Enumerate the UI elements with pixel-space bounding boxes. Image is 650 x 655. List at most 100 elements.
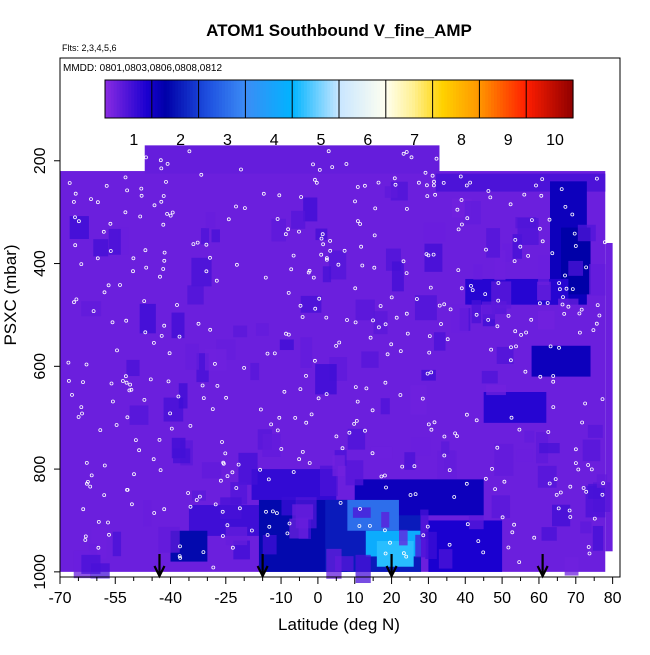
heatmap-cell (410, 385, 427, 415)
data-point (261, 191, 266, 196)
data-point (518, 244, 523, 249)
heatmap-cell (451, 304, 469, 333)
heatmap-cell (415, 534, 426, 558)
data-point (547, 217, 552, 222)
heatmap-cell (220, 497, 242, 519)
data-point (355, 219, 360, 224)
data-point (401, 151, 406, 156)
data-point (574, 461, 578, 466)
data-point (317, 296, 322, 301)
data-point (589, 467, 594, 472)
data-point (67, 378, 71, 383)
data-point (557, 281, 561, 286)
colorbar-swatch (181, 80, 185, 118)
data-point (161, 194, 166, 198)
heatmap-cell (411, 437, 431, 456)
colorbar: 1 2 3 4 5 6 7 8 9 10 (104, 79, 574, 149)
data-point (358, 506, 362, 511)
heatmap-cell (481, 301, 496, 320)
data-point (266, 477, 271, 482)
data-point (159, 333, 164, 338)
data-point (577, 311, 582, 316)
colorbar-swatch (163, 80, 168, 118)
data-point (430, 173, 435, 178)
data-point (338, 500, 343, 505)
data-point (125, 415, 130, 420)
data-point (108, 221, 113, 226)
data-point (132, 472, 136, 477)
data-point (319, 252, 324, 257)
data-point (298, 387, 303, 392)
data-point (133, 438, 138, 443)
data-point (121, 379, 125, 383)
colorbar-swatch (128, 80, 132, 118)
heatmap-region (531, 345, 591, 377)
data-point (170, 210, 175, 215)
data-point (378, 304, 383, 308)
data-point (559, 187, 564, 192)
colorbar-swatch (558, 80, 562, 118)
data-point (353, 286, 358, 291)
colorbar-swatch (254, 80, 258, 118)
data-point (166, 379, 171, 384)
data-point (578, 330, 582, 335)
data-point (186, 491, 191, 495)
data-point (483, 292, 488, 297)
data-point (574, 447, 578, 452)
heatmap-cell (441, 441, 450, 455)
colorbar-swatch (532, 80, 536, 118)
colorbar-tick-label: 1 (129, 132, 138, 149)
data-point (383, 322, 388, 327)
data-point (311, 162, 315, 167)
data-point (214, 278, 219, 283)
data-point (526, 253, 530, 258)
data-point (328, 238, 333, 243)
data-point (161, 222, 166, 227)
data-point (158, 274, 162, 279)
data-point (398, 393, 403, 397)
data-point (88, 484, 93, 489)
data-point (383, 380, 388, 385)
colorbar-swatch (429, 80, 434, 118)
data-point (131, 269, 135, 274)
data-point (106, 283, 111, 288)
colorbar-swatch (456, 80, 460, 118)
colorbar-swatch (131, 80, 135, 118)
data-point (431, 183, 436, 188)
colorbar-tick-label: 6 (363, 132, 372, 149)
colorbar-swatch (350, 80, 355, 118)
data-point (538, 301, 542, 306)
data-point (191, 242, 196, 247)
colorbar-swatch (224, 80, 229, 118)
colorbar-swatch (540, 80, 545, 118)
data-point (584, 489, 589, 494)
colorbar-swatch (166, 80, 170, 118)
colorbar-swatch (219, 80, 223, 118)
arrow-head (385, 565, 398, 579)
colorbar-swatch (517, 80, 521, 118)
colorbar-swatch (292, 80, 296, 118)
data-point (513, 237, 518, 242)
data-point (540, 239, 545, 244)
data-point (427, 334, 432, 339)
data-point (392, 176, 397, 181)
heatmap-cell (481, 370, 498, 384)
data-point (425, 524, 430, 529)
data-point (592, 516, 597, 521)
data-point (201, 396, 206, 401)
colorbar-swatch (318, 80, 323, 118)
data-point (556, 506, 561, 511)
data-point (459, 222, 464, 227)
data-point (142, 299, 147, 304)
data-point (83, 534, 88, 539)
heatmap-cell (163, 397, 184, 422)
colorbar-swatch (368, 80, 372, 118)
data-point (368, 335, 373, 340)
colorbar-swatch (172, 80, 176, 118)
colorbar-swatch (271, 80, 276, 118)
flights-label: Flts: 2,3,4,5,6 (62, 43, 117, 53)
data-point (563, 204, 568, 209)
data-point (404, 554, 409, 559)
colorbar-swatch (201, 80, 206, 118)
